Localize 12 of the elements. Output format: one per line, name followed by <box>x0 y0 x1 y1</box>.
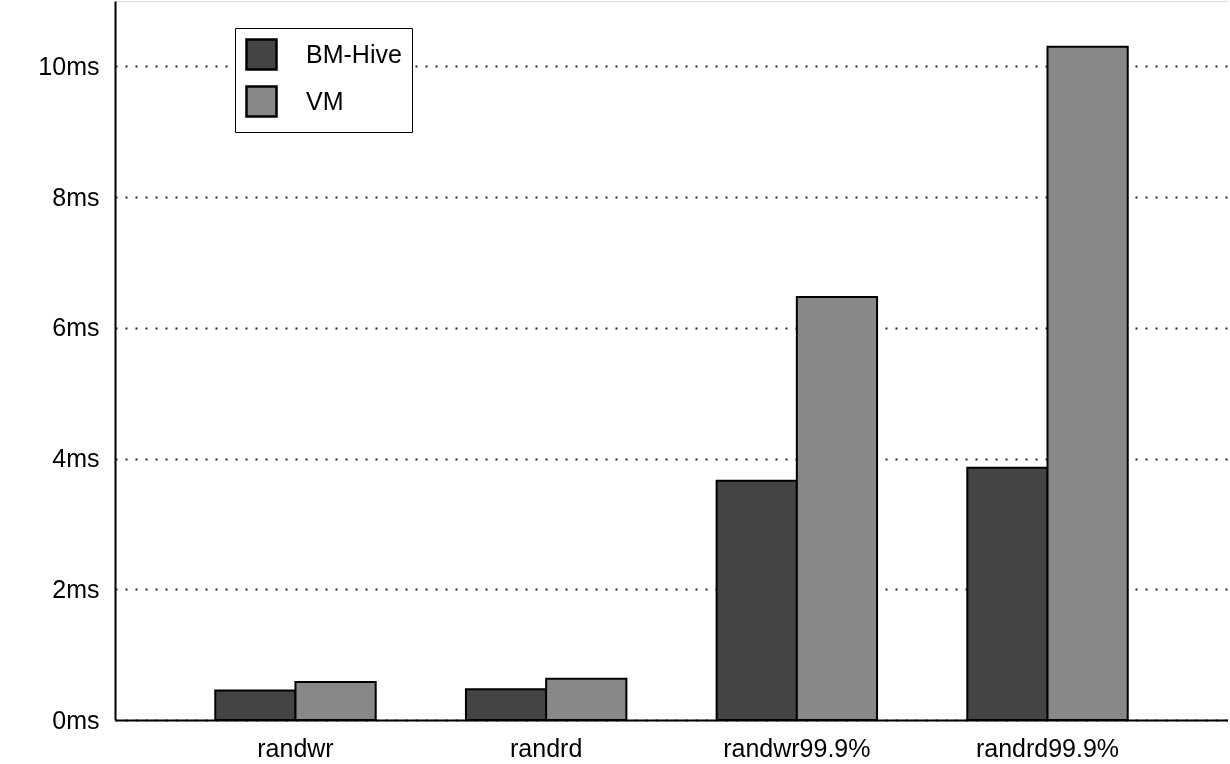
y-tick-label: 8ms <box>52 182 100 211</box>
legend-label: VM <box>306 86 344 115</box>
y-tick-label: 6ms <box>52 313 100 342</box>
x-tick-label: randrd99.9% <box>975 733 1120 762</box>
y-tick-label: 10ms <box>38 51 100 80</box>
y-tick-label: 4ms <box>52 444 100 473</box>
x-tick-label: randwr99.9% <box>723 733 871 762</box>
y-tick-label: 2ms <box>52 574 100 603</box>
y-tick-label: 0ms <box>52 705 100 734</box>
legend-label: BM-Hive <box>306 39 402 68</box>
x-tick-label: randrd <box>510 733 583 762</box>
x-tick-label: randwr <box>257 733 334 762</box>
